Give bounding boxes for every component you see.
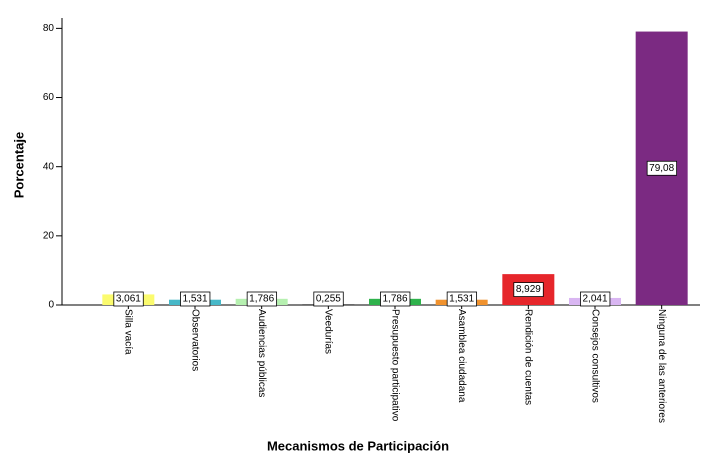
data-label: 1,531: [182, 294, 207, 305]
data-label-frame: [246, 291, 278, 307]
x-tick-label: Observatorios: [189, 309, 200, 371]
x-axis-title: Mecanismos de Participación: [267, 438, 449, 453]
y-axis-title: Porcentaje: [11, 132, 26, 198]
x-tick-label: Veedurías: [323, 309, 334, 354]
data-label-frame: [446, 291, 478, 307]
x-tick-label: Consejos consultivos: [589, 309, 600, 403]
data-label-frame: [180, 291, 211, 307]
x-tick-label: Asamblea ciudadana: [456, 309, 467, 403]
x-tick-label: Rendición de cuentas: [523, 309, 534, 405]
data-label-frame: [380, 291, 411, 307]
data-label: 3,061: [116, 294, 141, 305]
x-tick-label: Audiencias públicas: [256, 309, 267, 397]
y-tick-label: 0: [48, 300, 54, 311]
y-tick-label: 60: [43, 92, 55, 103]
y-tick-label: 20: [43, 230, 55, 241]
data-label-frame: [580, 291, 611, 307]
y-tick-label: 80: [43, 23, 55, 34]
data-label: 1,786: [382, 294, 407, 305]
data-label-frame: [513, 282, 544, 297]
x-tick-label: Presupuesto participativo: [389, 309, 400, 422]
data-label-frame: [113, 291, 144, 307]
data-label: 1,786: [249, 294, 274, 305]
data-label: 2,041: [582, 294, 607, 305]
y-tick-label: 40: [43, 161, 55, 172]
data-label: 1,531: [449, 294, 474, 305]
data-label: 79,08: [649, 163, 674, 174]
data-label-frame: [313, 291, 344, 307]
data-label: 0,255: [316, 294, 341, 305]
x-tick-label: Ninguna de las anteriores: [656, 309, 667, 423]
data-label-frame: [646, 160, 678, 176]
x-tick-label: Silla vacía: [123, 309, 134, 355]
data-label: 8,929: [516, 284, 541, 295]
